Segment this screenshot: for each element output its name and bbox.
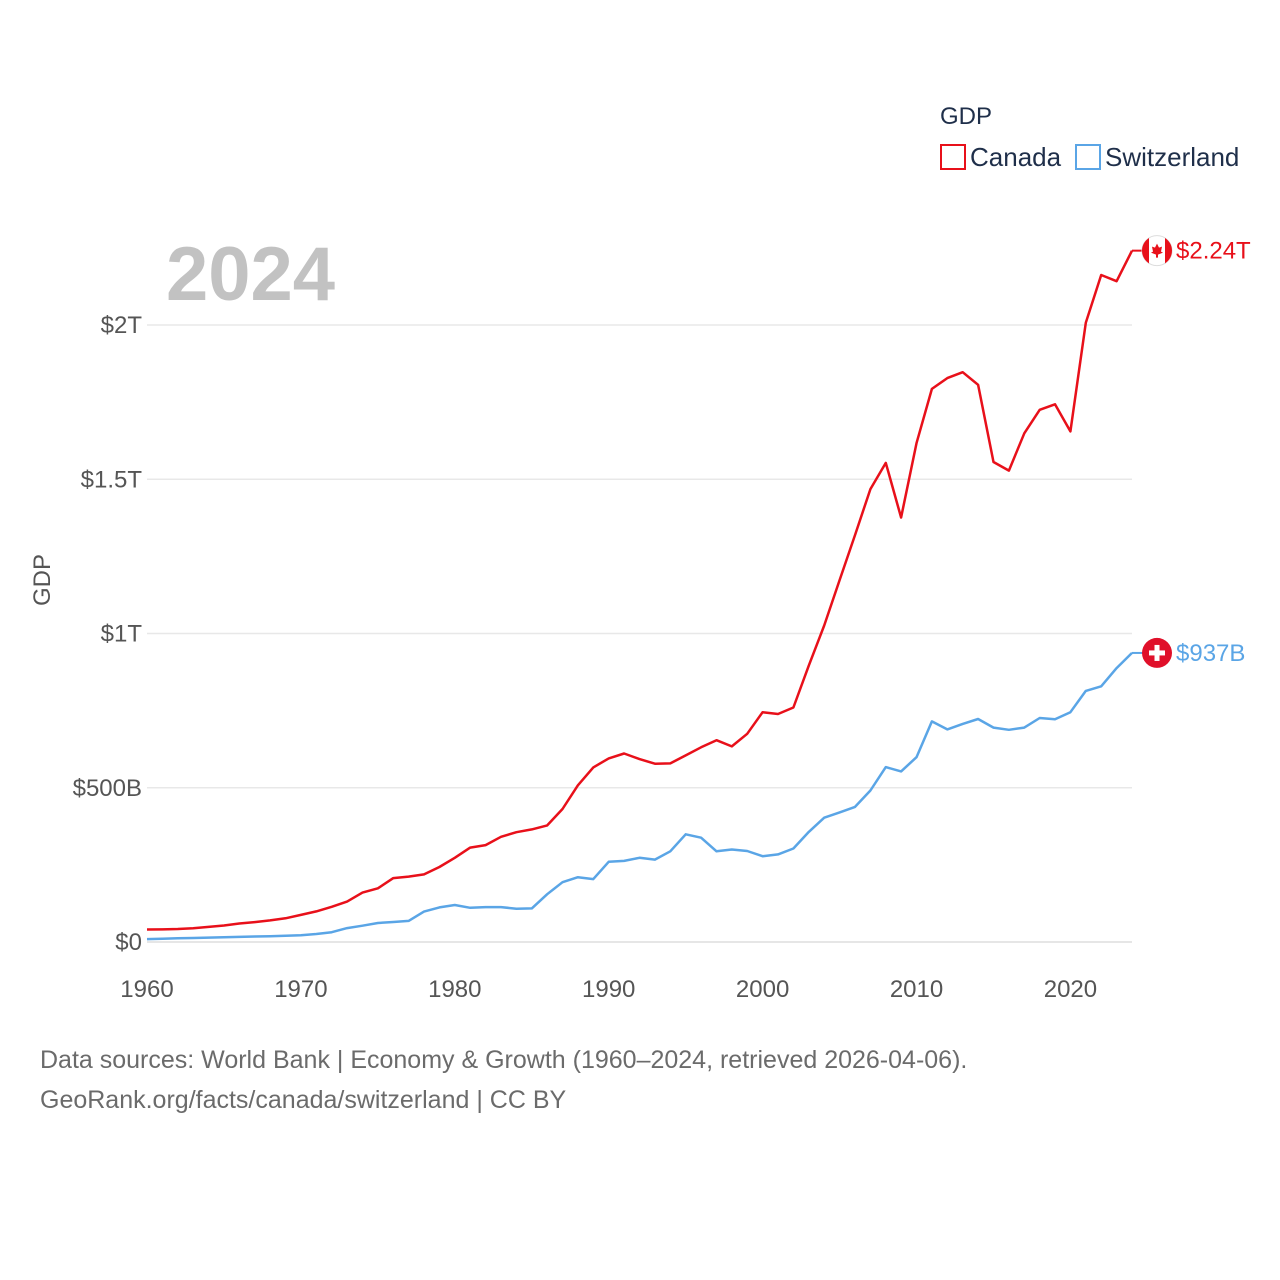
end-value-label: $2.24T xyxy=(1176,238,1251,265)
switzerland-flag-icon xyxy=(1142,637,1172,668)
canada-flag-icon xyxy=(1141,235,1173,267)
x-tick-label: 1960 xyxy=(120,976,173,1003)
x-tick-label: 2000 xyxy=(736,976,789,1003)
y-tick-label: $500B xyxy=(73,775,142,802)
legend-label: Switzerland xyxy=(1105,142,1239,172)
x-tick-label: 2010 xyxy=(890,976,943,1003)
legend-swatch xyxy=(1075,144,1101,170)
x-tick-label: 1990 xyxy=(582,976,635,1003)
footer: Data sources: World Bank | Economy & Gro… xyxy=(40,1040,967,1120)
y-axis-label: GDP xyxy=(29,554,56,606)
y-tick-label: $0 xyxy=(115,929,142,956)
gdp-line-chart: $0 $500B $1T $1.5T $2T 1960 1970 1980 1990 2000 2… xyxy=(29,103,1251,1003)
end-labels: $2.24T $937B xyxy=(1132,235,1251,668)
legend-swatch xyxy=(940,144,966,170)
x-tick-label: 1970 xyxy=(274,976,327,1003)
year-label: 2024 xyxy=(166,232,335,317)
legend-label: Canada xyxy=(970,142,1062,172)
y-axis-ticks: $0 $500B $1T $1.5T $2T xyxy=(73,312,143,956)
series-line-canada[interactable] xyxy=(146,250,1134,931)
data-sources-note: Data sources: World Bank | Economy & Gro… xyxy=(40,1046,968,1074)
legend-item-canada[interactable]: Canada xyxy=(940,142,1062,172)
end-value-label: $937B xyxy=(1176,640,1245,667)
x-tick-label: 1980 xyxy=(428,976,481,1003)
legend-item-switzerland[interactable]: Switzerland xyxy=(1075,142,1239,172)
y-tick-label: $1.5T xyxy=(81,466,143,493)
series-line-switzerland[interactable] xyxy=(146,652,1133,941)
y-tick-label: $2T xyxy=(101,312,143,339)
legend[interactable]: GDP Canada Switzerland xyxy=(940,103,1239,172)
x-axis-ticks: 1960 1970 1980 1990 2000 2010 2020 xyxy=(120,976,1097,1003)
y-tick-label: $1T xyxy=(101,621,143,648)
series-lines xyxy=(146,250,1134,941)
legend-title: GDP xyxy=(940,103,992,130)
x-tick-label: 2020 xyxy=(1044,976,1097,1003)
gridlines xyxy=(147,324,1132,943)
source-link[interactable]: GeoRank.org/facts/canada/switzerland | C… xyxy=(40,1086,567,1114)
